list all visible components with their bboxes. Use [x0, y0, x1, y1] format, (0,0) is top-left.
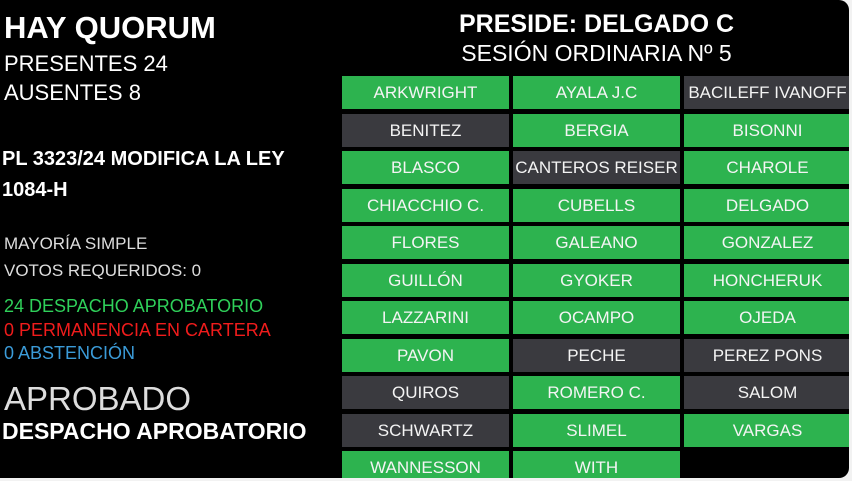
result-status: APROBADO — [4, 380, 192, 417]
member-cell: GONZALEZ — [684, 226, 849, 259]
member-cell: ARKWRIGHT — [342, 76, 509, 109]
member-cell: ROMERO C. — [513, 376, 680, 409]
member-cell: BISONNI — [684, 113, 849, 147]
member-cell: CHAROLE — [684, 151, 849, 184]
member-cell: VARGAS — [684, 413, 849, 447]
member-cell: GALEANO — [513, 226, 680, 259]
majority: MAYORÍA SIMPLE — [4, 234, 148, 253]
member-cell: OJEDA — [684, 301, 849, 334]
vote-line: 0 PERMANENCIA EN CARTERA — [4, 319, 271, 340]
required-votes: VOTOS REQUERIDOS: 0 — [4, 261, 202, 280]
member-cell: BLASCO — [342, 151, 509, 184]
member-cell: HONCHERUK — [684, 263, 849, 297]
member-cell: BENITEZ — [342, 113, 509, 147]
member-cell: PECHE — [513, 338, 680, 372]
member-cell: QUIROS — [342, 376, 509, 409]
member-cell: PEREZ PONS — [684, 338, 849, 372]
quorum-title: HAY QUORUM — [4, 10, 216, 45]
member-cell: PAVON — [342, 338, 509, 372]
member-cell: FLORES — [342, 226, 509, 259]
member-cell: SALOM — [684, 376, 849, 409]
session: SESIÓN ORDINARIA Nº 5 — [461, 40, 732, 66]
member-cell: LAZZARINI — [342, 301, 509, 334]
member-cell: BACILEFF IVANOFF — [684, 76, 849, 109]
member-cell: GYOKER — [513, 263, 680, 297]
vote-line: 0 ABSTENCIÓN — [4, 343, 136, 363]
president: PRESIDE: DELGADO C — [458, 10, 735, 38]
member-cell: AYALA J.C — [513, 76, 680, 109]
absent-count: AUSENTES 8 — [4, 80, 141, 105]
member-cell: WITH — [513, 451, 680, 478]
member-cell: SLIMEL — [513, 413, 680, 447]
member-cell: OCAMPO — [513, 301, 680, 334]
present-count: PRESENTES 24 — [4, 51, 168, 76]
member-cell: SCHWARTZ — [342, 413, 509, 447]
member-cell: DELGADO — [684, 188, 849, 222]
member-cell: BERGIA — [513, 113, 680, 147]
result-decision: DESPACHO APROBATORIO — [2, 418, 307, 444]
member-cell: CUBELLS — [513, 188, 680, 222]
member-cell: CHIACCHIO C. — [342, 188, 509, 222]
member-cell: WANNESSON — [342, 451, 509, 478]
member-cell: CANTEROS REISER — [513, 151, 680, 184]
vote-line: 24 DESPACHO APROBATORIO — [4, 296, 264, 316]
member-cell: GUILLÓN — [342, 263, 509, 297]
bill-title: PL 3323/24 MODIFICA LA LEY 1084-H — [2, 148, 285, 201]
